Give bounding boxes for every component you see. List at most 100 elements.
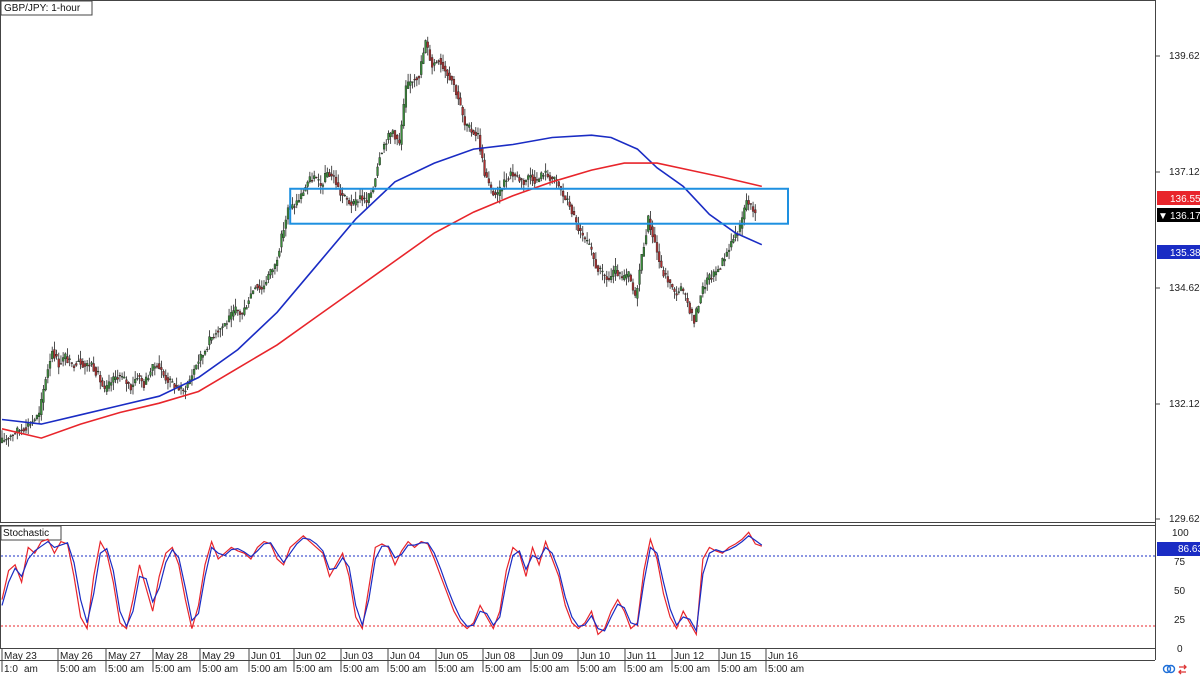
candlestick	[407, 73, 410, 89]
time-axis: May 23 May 26 May 27 May 28 May 29 Jun 01 Jun …	[1, 649, 804, 675]
candlestick	[439, 53, 442, 73]
candlestick	[236, 309, 239, 316]
candlestick	[747, 195, 750, 211]
candlestick	[40, 392, 43, 421]
candlestick	[413, 74, 416, 88]
candlestick	[420, 55, 423, 79]
candlestick	[566, 191, 569, 206]
candlestick	[153, 362, 156, 376]
candlestick	[575, 214, 578, 231]
candlestick	[553, 176, 556, 184]
date-label: Jun 12	[674, 651, 704, 662]
price-tag-label: 135.389	[1170, 248, 1200, 259]
time-label: 5:00 am	[155, 664, 191, 675]
candlestick	[658, 243, 661, 269]
candlestick	[448, 66, 451, 81]
candlestick	[599, 265, 602, 275]
candlestick	[94, 366, 97, 378]
price-axis: 139.624 137.124 134.624 132.124 129.624	[1155, 51, 1200, 525]
candlestick	[112, 372, 115, 391]
candlestick	[601, 264, 604, 281]
arrows-icon[interactable]	[1178, 664, 1187, 675]
candlestick	[457, 85, 460, 106]
candlestick	[546, 169, 549, 179]
candlestick	[693, 314, 696, 328]
candlestick	[468, 122, 471, 132]
candlestick	[241, 312, 244, 320]
candlestick	[455, 84, 458, 99]
time-label: 5:00 am	[202, 664, 238, 675]
candlestick	[603, 273, 606, 284]
stochastic-tick-label: 25	[1174, 615, 1186, 626]
candlestick	[706, 272, 709, 291]
candlestick-series	[0, 36, 757, 447]
candlestick	[627, 271, 630, 283]
stochastic-title-box: Stochastic	[0, 525, 62, 541]
price-tick-label: 137.124	[1169, 167, 1200, 178]
price-tag: 135.389	[1157, 245, 1200, 259]
candlestick	[354, 191, 357, 212]
candlestick	[717, 265, 720, 273]
time-label: 5:00 am	[60, 664, 96, 675]
candlestick	[498, 180, 501, 204]
candlestick	[140, 375, 143, 388]
candlestick	[158, 355, 161, 370]
price-tick-label: 129.624	[1169, 514, 1200, 525]
candlestick	[337, 174, 340, 188]
candlestick	[610, 268, 613, 283]
candlestick	[629, 273, 632, 282]
candlestick	[618, 271, 621, 280]
candlestick	[697, 305, 700, 314]
time-label: 5:00 am	[251, 664, 287, 675]
candlestick	[391, 128, 394, 138]
candlestick	[540, 171, 543, 182]
time-label: 5:00 am	[296, 664, 332, 675]
candlestick	[634, 287, 637, 299]
link-icon[interactable]	[1162, 664, 1176, 674]
candlestick	[125, 376, 128, 392]
time-label: 5:00 am	[108, 664, 144, 675]
candlestick	[695, 306, 698, 323]
date-label: May 27	[108, 651, 141, 662]
candlestick	[313, 170, 316, 182]
candlestick	[101, 377, 104, 387]
candlestick	[533, 170, 536, 189]
time-label: 5:00 am	[674, 664, 710, 675]
candlestick	[195, 364, 198, 370]
candlestick	[53, 341, 56, 362]
candlestick	[249, 286, 252, 299]
candlestick	[286, 204, 290, 225]
candlestick	[511, 164, 514, 183]
candlestick	[754, 204, 757, 222]
candlestick	[605, 270, 608, 287]
candlestick	[446, 69, 449, 84]
candlestick	[225, 320, 228, 330]
candlestick	[374, 177, 377, 188]
candlestick	[138, 373, 141, 384]
candlestick	[330, 165, 333, 181]
candlestick	[487, 171, 490, 186]
candlestick	[206, 346, 209, 353]
candlestick	[479, 128, 482, 155]
date-label: Jun 03	[343, 651, 373, 662]
candlestick	[675, 286, 678, 302]
candlestick	[385, 139, 388, 152]
candlestick	[636, 285, 639, 307]
candlestick	[745, 193, 748, 212]
candlestick	[92, 356, 95, 372]
time-label: 5:00 am	[721, 664, 757, 675]
candlestick	[3, 432, 6, 443]
candlestick	[365, 192, 368, 209]
candlestick	[531, 169, 534, 186]
time-label: 5:00 am	[343, 664, 379, 675]
candlestick	[276, 256, 279, 272]
candlestick	[452, 76, 456, 92]
candlestick	[352, 199, 355, 206]
candlestick	[280, 230, 283, 253]
candlestick	[179, 382, 183, 395]
candlestick	[107, 374, 111, 392]
candlestick	[300, 189, 303, 204]
candlestick	[219, 327, 222, 338]
candlestick	[503, 171, 506, 190]
